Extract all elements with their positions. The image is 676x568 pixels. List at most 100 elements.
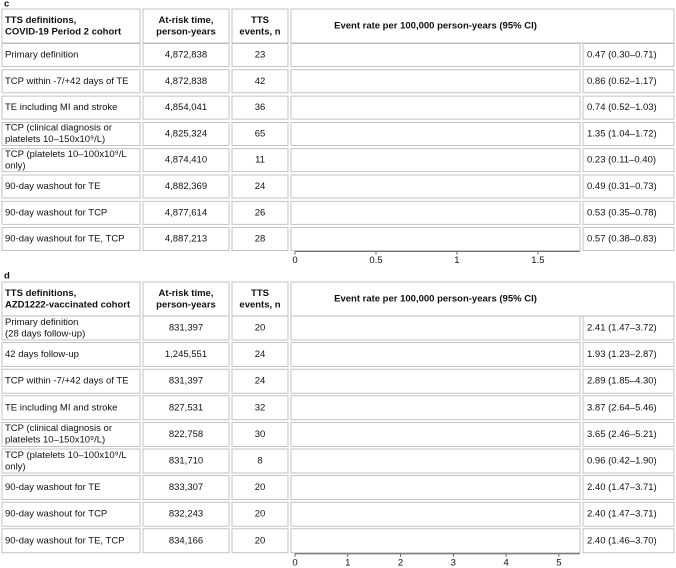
ci-label: 0.96 (0.42–1.90) xyxy=(587,456,657,467)
column-header: At-risk time, xyxy=(159,15,214,26)
row-cell xyxy=(582,528,675,554)
events: 65 xyxy=(255,128,266,139)
row-cell xyxy=(231,95,289,120)
row-cell xyxy=(231,421,289,447)
ci-label: 0.57 (0.38–0.83) xyxy=(587,234,657,245)
row-label: 42 days follow-up xyxy=(5,349,79,360)
x-tick-label: 2 xyxy=(398,557,403,568)
x-tick-label: 1.5 xyxy=(531,255,544,266)
ci-label: 1.35 (1.04–1.72) xyxy=(587,128,657,139)
row-cell xyxy=(1,395,141,421)
row-cell xyxy=(231,528,289,554)
x-tick-label: 1 xyxy=(345,557,350,568)
row-cell xyxy=(582,448,675,474)
row-cell xyxy=(290,475,581,501)
row-cell xyxy=(1,174,141,199)
row-cell xyxy=(142,148,230,173)
row-cell xyxy=(290,43,581,67)
column-header: TTS definitions, xyxy=(5,288,76,299)
ci-label: 0.47 (0.30–0.71) xyxy=(587,50,657,61)
events: 24 xyxy=(255,376,266,387)
row-cell xyxy=(1,528,141,554)
row-cell xyxy=(142,95,230,120)
row-cell xyxy=(1,368,141,394)
row-cell xyxy=(290,174,581,199)
row-label: platelets 10–150x10⁹/L) xyxy=(5,435,105,446)
column-header: person-years xyxy=(156,26,216,37)
row-label: TCP (platelets 10–100x10⁹/L xyxy=(5,149,127,160)
at-risk: 4,872,838 xyxy=(165,76,207,87)
column-header: person-years xyxy=(156,299,216,310)
row-cell xyxy=(231,43,289,67)
row-cell xyxy=(1,475,141,501)
events: 20 xyxy=(255,482,266,493)
row-cell xyxy=(290,227,581,252)
events: 24 xyxy=(255,181,266,192)
row-cell xyxy=(582,174,675,199)
row-cell xyxy=(231,148,289,173)
x-tick-label: 5 xyxy=(556,557,561,568)
ci-label: 2.40 (1.46–3.70) xyxy=(587,535,657,546)
row-cell xyxy=(290,421,581,447)
row-label: 90-day washout for TE, TCP xyxy=(5,234,125,245)
row-cell xyxy=(231,475,289,501)
row-cell xyxy=(231,200,289,225)
row-cell xyxy=(142,200,230,225)
row-cell xyxy=(290,148,581,173)
events: 20 xyxy=(255,509,266,520)
row-label: 90-day washout for TCP xyxy=(5,509,107,520)
column-header: TTS xyxy=(251,15,269,26)
at-risk: 4,877,614 xyxy=(165,207,207,218)
ci-label: 0.49 (0.31–0.73) xyxy=(587,181,657,192)
ci-label: 0.74 (0.52–1.03) xyxy=(587,102,657,113)
ci-label: 3.87 (2.64–5.46) xyxy=(587,402,657,413)
row-label: 90-day washout for TCP xyxy=(5,207,107,218)
row-cell xyxy=(142,528,230,554)
row-cell xyxy=(142,501,230,527)
at-risk: 831,397 xyxy=(169,376,203,387)
row-label: 90-day washout for TE xyxy=(5,482,100,493)
row-cell xyxy=(231,501,289,527)
panel-label: c xyxy=(4,0,9,10)
row-cell xyxy=(142,421,230,447)
header-cell xyxy=(290,8,675,44)
at-risk: 4,882,369 xyxy=(165,181,207,192)
row-cell xyxy=(1,448,141,474)
row-cell xyxy=(582,43,675,67)
row-cell xyxy=(290,95,581,120)
row-label: TCP (clinical diagnosis or xyxy=(5,123,112,134)
ci-label: 2.40 (1.47–3.71) xyxy=(587,509,657,520)
row-cell xyxy=(231,448,289,474)
column-header: Event rate per 100,000 person-years (95%… xyxy=(334,294,537,305)
row-cell xyxy=(290,200,581,225)
events: 36 xyxy=(255,102,266,113)
row-cell xyxy=(231,227,289,252)
row-cell xyxy=(142,475,230,501)
row-cell xyxy=(290,395,581,421)
row-cell xyxy=(290,342,581,368)
panel-label: d xyxy=(4,271,10,282)
row-cell xyxy=(290,122,581,146)
row-cell xyxy=(290,315,581,341)
x-tick-label: 3 xyxy=(451,557,456,568)
ci-label: 2.89 (1.85–4.30) xyxy=(587,376,657,387)
events: 30 xyxy=(255,429,266,440)
row-label: platelets 10–150x10⁹/L) xyxy=(5,134,105,145)
row-cell xyxy=(231,315,289,341)
events: 23 xyxy=(255,50,266,61)
row-cell xyxy=(142,448,230,474)
row-cell xyxy=(142,227,230,252)
row-cell xyxy=(582,342,675,368)
at-risk: 834,166 xyxy=(169,535,203,546)
ci-label: 2.41 (1.47–3.72) xyxy=(587,323,657,334)
x-tick-label: 1 xyxy=(454,255,459,266)
column-header: TTS definitions, xyxy=(5,15,76,26)
row-cell xyxy=(231,395,289,421)
row-cell xyxy=(582,227,675,252)
row-cell xyxy=(1,421,141,447)
column-header: TTS xyxy=(251,288,269,299)
header-cell xyxy=(142,281,230,317)
x-tick-label: 0 xyxy=(292,255,297,266)
events: 11 xyxy=(255,155,265,166)
